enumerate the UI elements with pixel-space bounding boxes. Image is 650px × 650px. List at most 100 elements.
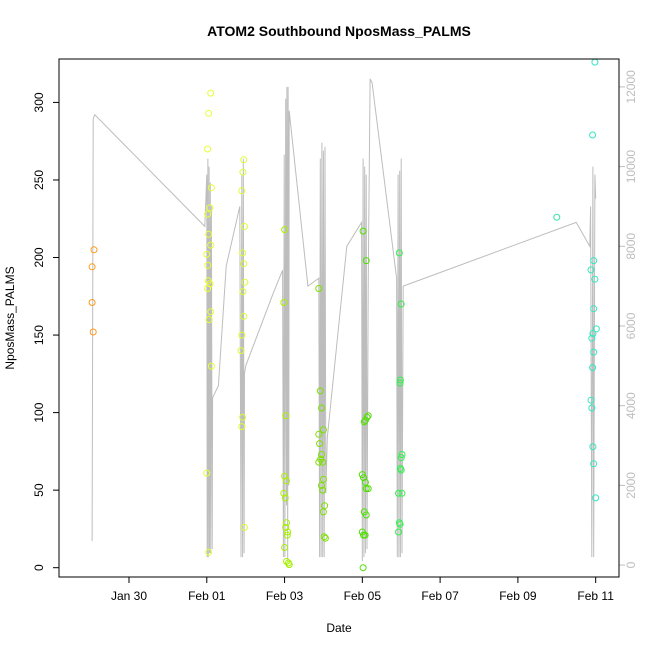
data-point-54 — [319, 426, 327, 434]
y-tick-label-4: 200 — [32, 247, 46, 267]
secondary-line-layer — [91, 78, 597, 562]
data-point-6 — [204, 145, 212, 153]
data-point-87 — [396, 376, 404, 384]
data-point-52 — [316, 387, 324, 395]
data-point-102 — [587, 266, 595, 274]
data-point-40 — [283, 477, 290, 485]
data-point-56 — [316, 440, 324, 448]
data-point-113 — [590, 460, 598, 468]
data-point-8 — [206, 204, 214, 212]
data-point-78 — [364, 485, 372, 493]
data-point-5 — [205, 109, 213, 117]
data-point-98 — [553, 213, 561, 221]
data-point-12 — [203, 250, 211, 258]
data-point-1 — [88, 263, 96, 271]
data-point-97 — [395, 528, 402, 536]
y2-tick-label-5: 10000 — [624, 150, 638, 184]
data-point-46 — [283, 531, 291, 539]
y-axis-label: NposMass_PALMS — [3, 266, 17, 369]
data-point-39 — [281, 472, 289, 480]
y-tick-label-2: 100 — [32, 402, 46, 422]
data-point-101 — [590, 257, 598, 265]
data-point-18 — [205, 316, 213, 324]
data-point-16 — [204, 285, 212, 292]
secondary-series-line — [91, 78, 597, 562]
data-point-51 — [315, 285, 323, 292]
data-point-28 — [241, 278, 249, 286]
data-point-25 — [241, 223, 248, 230]
data-point-112 — [589, 443, 597, 451]
y2-tick-label-6: 12000 — [624, 70, 638, 104]
data-point-69 — [362, 257, 370, 265]
y-tick-label-1: 50 — [32, 483, 46, 497]
data-point-11 — [207, 241, 215, 249]
data-point-33 — [239, 413, 247, 421]
points-layer — [88, 58, 600, 572]
data-point-7 — [207, 184, 215, 192]
data-point-32 — [237, 347, 245, 355]
data-point-62 — [318, 482, 325, 489]
data-point-94 — [398, 489, 406, 497]
data-point-21 — [205, 548, 213, 556]
data-point-99 — [591, 58, 599, 66]
data-point-17 — [207, 308, 215, 316]
data-point-103 — [591, 275, 599, 283]
data-point-92 — [397, 466, 405, 474]
plot-frame — [58, 58, 620, 578]
data-point-43 — [283, 519, 290, 527]
data-point-67 — [321, 534, 329, 542]
data-point-105 — [592, 325, 600, 333]
data-point-104 — [590, 305, 598, 313]
data-point-42 — [281, 494, 289, 502]
data-point-68 — [359, 227, 367, 235]
data-point-59 — [319, 458, 327, 466]
data-point-34 — [238, 423, 246, 431]
data-point-38 — [282, 412, 290, 420]
data-point-110 — [587, 396, 595, 404]
data-point-20 — [203, 469, 211, 477]
data-point-86 — [397, 300, 405, 308]
data-point-77 — [362, 485, 370, 493]
data-point-55 — [315, 430, 323, 438]
data-point-90 — [397, 454, 405, 462]
data-point-65 — [319, 508, 327, 516]
data-point-47 — [281, 544, 289, 551]
y2-tick-label-3: 6000 — [624, 312, 638, 339]
data-point-109 — [589, 364, 597, 372]
data-point-26 — [239, 249, 247, 257]
data-point-35 — [241, 523, 248, 531]
data-point-27 — [240, 260, 248, 268]
data-point-74 — [358, 471, 366, 479]
data-point-31 — [238, 331, 246, 339]
data-point-83 — [361, 531, 369, 539]
data-point-41 — [280, 489, 288, 497]
x-tick-label-6: Feb 11 — [577, 589, 614, 603]
data-point-22 — [240, 156, 248, 164]
y-tick-label-0: 0 — [32, 564, 46, 571]
data-point-3 — [89, 328, 97, 336]
data-point-100 — [589, 131, 597, 139]
x-tick-label-5: Feb 09 — [499, 589, 537, 603]
data-point-50 — [285, 561, 293, 569]
data-point-107 — [588, 334, 596, 342]
data-point-66 — [320, 533, 328, 541]
data-point-85 — [395, 249, 403, 257]
data-point-61 — [319, 475, 327, 483]
data-point-44 — [282, 523, 290, 531]
x-tick-label-2: Feb 03 — [266, 589, 304, 603]
data-point-37 — [280, 299, 288, 306]
data-point-29 — [239, 288, 247, 296]
data-point-60 — [315, 458, 323, 466]
data-point-88 — [396, 379, 404, 387]
data-point-9 — [204, 210, 212, 218]
y-tick-label-3: 150 — [32, 325, 46, 345]
axes-layer: Jan 30 Feb 01 Feb 03 Feb 05 Feb 07 Feb 09 Feb … — [32, 70, 638, 603]
data-point-53 — [318, 404, 325, 412]
y2-tick-label-4: 8000 — [624, 233, 638, 260]
data-point-13 — [204, 261, 212, 269]
x-tick-label-4: Feb 07 — [421, 589, 459, 603]
data-point-96 — [396, 520, 404, 528]
data-point-111 — [588, 404, 596, 412]
x-tick-label-0: Jan 30 — [111, 589, 147, 603]
